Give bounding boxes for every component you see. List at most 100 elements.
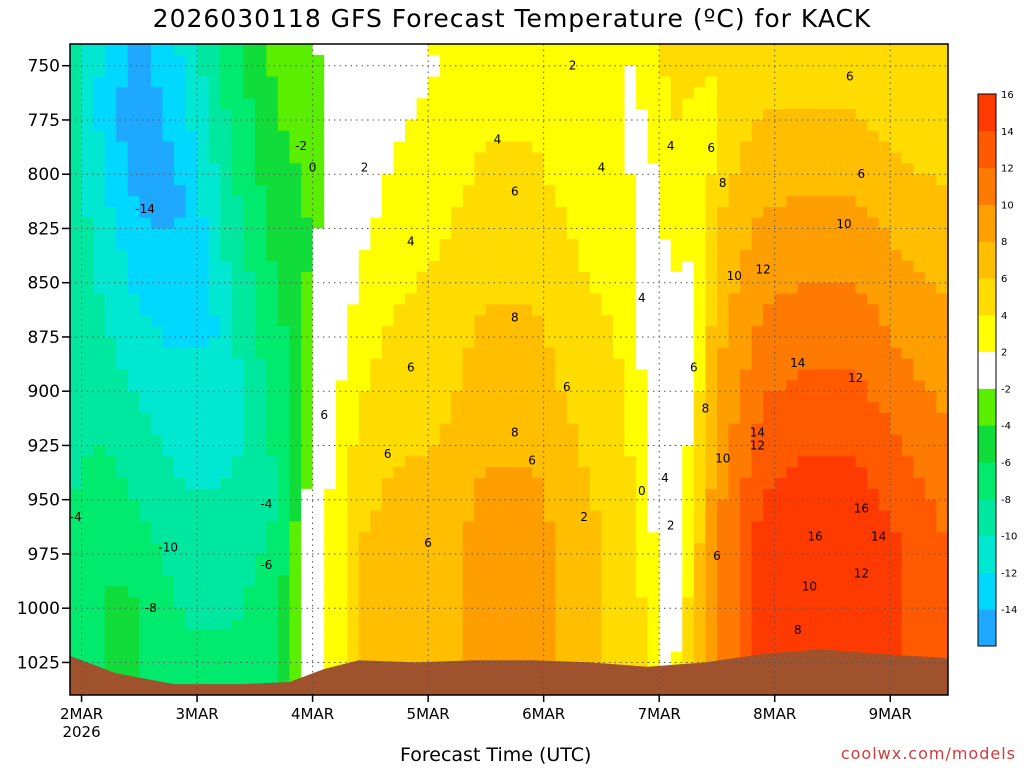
heat-cell xyxy=(277,326,291,338)
heat-cell xyxy=(358,195,371,208)
heat-cell xyxy=(844,304,857,316)
heat-cell xyxy=(335,44,348,56)
contour-label: 16 xyxy=(808,530,823,544)
heat-cell xyxy=(347,423,360,436)
heat-cell xyxy=(786,575,799,588)
heat-cell xyxy=(659,315,672,327)
heat-cell xyxy=(624,217,637,229)
heat-cell xyxy=(820,412,834,425)
heat-cell xyxy=(301,619,314,631)
heat-cell xyxy=(197,239,210,251)
heat-cell xyxy=(462,380,475,392)
heat-cell xyxy=(716,217,730,229)
heat-cell xyxy=(786,195,799,208)
heat-cell xyxy=(266,315,279,327)
contour-label: -6 xyxy=(260,558,272,572)
heat-cell xyxy=(150,347,164,360)
heat-cell xyxy=(289,271,302,284)
heat-cell xyxy=(797,586,810,598)
heat-cell xyxy=(370,358,383,371)
heat-cell xyxy=(462,488,475,501)
heat-cell xyxy=(312,662,325,674)
heat-cell xyxy=(104,152,117,164)
heat-cell xyxy=(901,532,914,544)
heat-cell xyxy=(555,163,568,175)
heat-cell xyxy=(520,543,533,555)
heat-cell xyxy=(751,488,764,501)
heat-cell xyxy=(428,54,441,67)
heat-cell xyxy=(254,608,267,620)
heat-cell xyxy=(485,434,499,447)
heat-cell xyxy=(335,152,348,164)
heat-cell xyxy=(197,336,210,349)
heat-cell xyxy=(116,369,129,381)
heat-cell xyxy=(878,564,891,577)
heat-cell xyxy=(520,358,533,371)
heat-cell xyxy=(670,228,683,240)
heat-cell xyxy=(277,478,291,490)
heat-cell xyxy=(266,336,279,349)
heat-cell xyxy=(589,499,603,512)
heat-cell xyxy=(312,239,325,251)
heat-cell xyxy=(451,619,464,631)
heat-cell xyxy=(185,597,198,609)
heat-cell xyxy=(509,532,522,544)
heat-cell xyxy=(243,336,256,349)
heat-cell xyxy=(532,65,545,78)
heat-cell xyxy=(705,564,718,577)
heat-cell xyxy=(474,109,487,121)
heat-cell xyxy=(370,608,383,620)
heat-cell xyxy=(393,250,406,262)
heat-cell xyxy=(93,141,106,154)
heat-cell xyxy=(867,391,880,403)
heat-cell xyxy=(439,597,452,609)
heat-cell xyxy=(428,575,441,588)
heat-cell xyxy=(347,391,360,403)
heat-cell xyxy=(462,54,475,67)
heat-cell xyxy=(127,488,140,501)
heat-cell xyxy=(150,65,164,78)
heat-cell xyxy=(647,499,660,512)
heat-cell xyxy=(520,326,533,338)
heat-cell xyxy=(543,163,556,175)
heat-cell xyxy=(532,597,545,609)
heat-cell xyxy=(613,217,626,229)
heat-cell xyxy=(358,640,371,653)
heat-cell xyxy=(855,554,868,566)
heat-cell xyxy=(728,521,741,533)
heat-cell xyxy=(636,163,649,175)
heat-cell xyxy=(266,554,279,566)
heat-cell xyxy=(913,543,926,555)
heat-cell xyxy=(277,271,291,284)
heat-cell xyxy=(277,554,291,566)
heat-cell xyxy=(924,152,938,164)
heat-cell xyxy=(312,358,325,371)
heat-cell xyxy=(104,619,117,631)
heat-cell xyxy=(613,120,626,132)
heat-cell xyxy=(185,261,198,273)
heat-cell xyxy=(208,250,221,262)
heat-cell xyxy=(324,152,337,164)
heat-cell xyxy=(682,130,695,143)
heat-cell xyxy=(797,510,810,522)
heat-cell xyxy=(740,380,753,392)
heat-cell xyxy=(555,304,568,316)
heat-cell xyxy=(670,478,683,490)
heat-cell xyxy=(174,423,187,436)
heat-cell xyxy=(705,608,718,620)
heat-cell xyxy=(277,65,291,78)
heat-cell xyxy=(913,163,926,175)
heat-cell xyxy=(220,597,233,609)
heat-cell xyxy=(324,261,337,273)
heat-cell xyxy=(705,629,718,642)
credit-link[interactable]: coolwx.com/models xyxy=(840,744,1016,763)
heat-cell xyxy=(220,130,233,143)
heat-cell xyxy=(220,326,233,338)
heat-cell xyxy=(693,543,706,555)
heat-cell xyxy=(81,304,94,316)
heat-cell xyxy=(774,380,787,392)
heat-cell xyxy=(231,54,244,67)
heat-cell xyxy=(624,608,637,620)
heat-cell xyxy=(231,456,244,468)
heat-cell xyxy=(301,141,314,154)
